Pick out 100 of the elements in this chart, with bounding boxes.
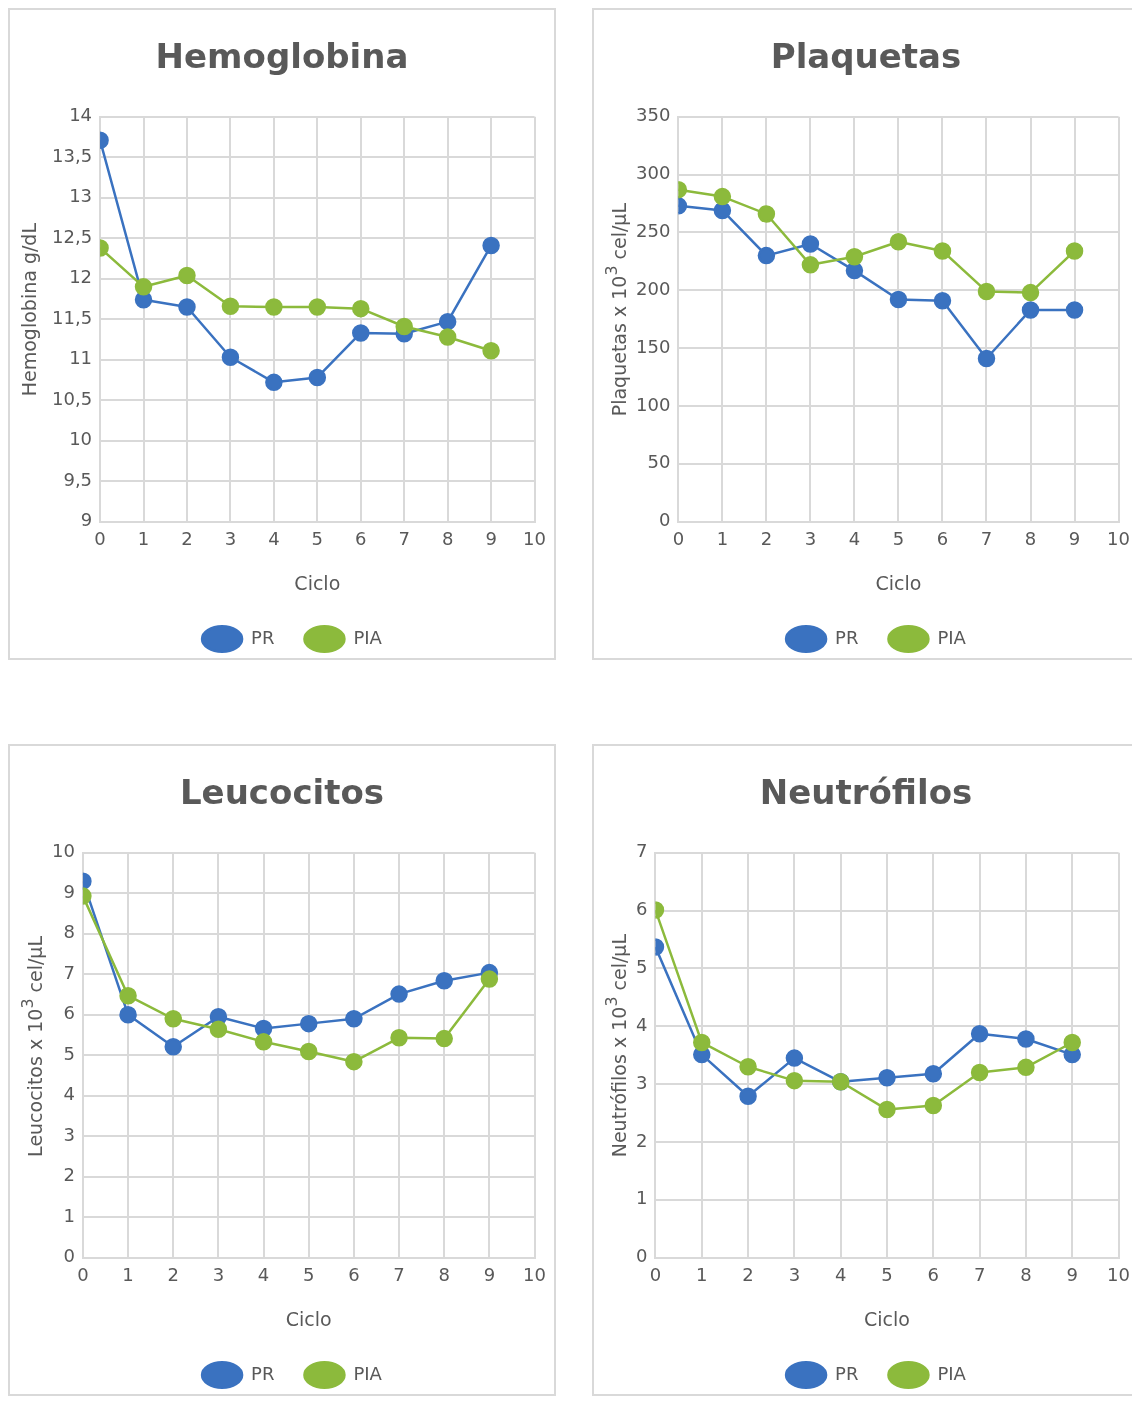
y-tick-label: 10 (52, 840, 75, 862)
x-tick-label: 9 (1066, 1264, 1078, 1286)
x-tick-label: 2 (742, 1264, 754, 1286)
point (265, 373, 283, 392)
x-tick-label: 7 (393, 1264, 405, 1286)
point (970, 1025, 989, 1043)
point (924, 1096, 943, 1115)
x-tick-label: 7 (398, 528, 410, 550)
x-tick-label: 3 (804, 528, 817, 550)
point (221, 348, 240, 366)
chart-title: Hemoglobina (154, 36, 410, 78)
y-tick-label: 13 (69, 185, 93, 207)
point (254, 1033, 273, 1051)
y-tick-label: 0 (63, 1245, 75, 1267)
x-tick-label: 5 (303, 1264, 315, 1286)
y-tick-label: 5 (636, 956, 648, 978)
y-tick-label: 1 (63, 1204, 75, 1226)
point (757, 205, 776, 223)
point (878, 1069, 896, 1087)
point (924, 1064, 943, 1083)
y-tick-label: 2 (63, 1164, 75, 1186)
point (438, 312, 457, 331)
y-tick-label: 9 (80, 509, 93, 531)
point (435, 971, 453, 990)
y-tick-label: 0 (636, 1245, 648, 1267)
y-tick-label: 12,5 (52, 225, 93, 247)
point (1021, 301, 1040, 319)
x-tick-label: 4 (834, 1264, 847, 1286)
point (713, 201, 732, 220)
x-tick-label: 10 (1107, 1264, 1130, 1286)
y-axis-title: Hemoglobina g/dL (18, 223, 40, 397)
point (739, 1058, 757, 1076)
point (209, 1020, 228, 1039)
point (299, 1042, 318, 1061)
point (345, 1010, 363, 1028)
x-tick-label: 10 (523, 528, 546, 550)
y-tick-label: 14 (69, 104, 93, 126)
x-tick-label: 9 (1068, 528, 1081, 550)
x-tick-label: 1 (696, 1264, 708, 1286)
point (119, 986, 137, 1005)
y-tick-label: 10,5 (52, 387, 93, 409)
x-tick-label: 6 (355, 528, 367, 550)
point (178, 266, 196, 285)
legend-label: PR (251, 626, 275, 648)
x-tick-label: 2 (167, 1264, 179, 1286)
chart-title: Neutrófilos (758, 772, 974, 814)
point (878, 1100, 896, 1119)
point (308, 368, 327, 387)
x-tick-label: 1 (716, 528, 729, 550)
point (1063, 1033, 1081, 1052)
y-tick-label: 8 (63, 921, 75, 943)
x-axis-title: Ciclo (864, 1307, 910, 1330)
chart-title: Plaquetas (769, 36, 963, 78)
y-tick-label: 13,5 (52, 144, 93, 166)
legend-label: PR (835, 626, 859, 648)
x-tick-label: 8 (1024, 528, 1037, 550)
y-tick-label: 3 (63, 1123, 75, 1145)
y-tick-label: 7 (636, 840, 648, 862)
point (933, 242, 952, 260)
point (785, 1049, 804, 1067)
x-axis-title: Ciclo (875, 571, 922, 594)
point (390, 1029, 408, 1047)
point (1017, 1030, 1035, 1048)
point (970, 1063, 989, 1082)
x-tick-label: 9 (485, 528, 497, 550)
x-tick-label: 1 (137, 528, 150, 550)
point (693, 1033, 711, 1052)
y-tick-label: 12 (69, 266, 93, 288)
x-tick-label: 10 (523, 1264, 546, 1286)
chart-title: Leucocitos (178, 772, 386, 814)
y-tick-label: 2 (636, 1129, 648, 1151)
y-tick-label: 200 (636, 277, 671, 299)
x-tick-label: 2 (181, 528, 193, 550)
point (178, 298, 196, 316)
y-tick-label: 10 (69, 428, 93, 450)
y-tick-label: 350 (636, 104, 671, 126)
x-tick-label: 5 (311, 528, 324, 550)
y-tick-label: 100 (636, 393, 671, 415)
x-tick-label: 4 (268, 528, 280, 550)
point (889, 232, 908, 251)
x-tick-label: 8 (1020, 1264, 1032, 1286)
y-tick-label: 4 (636, 1013, 648, 1035)
x-axis-title: Ciclo (294, 571, 341, 594)
x-tick-label: 10 (1107, 528, 1130, 550)
point (164, 1037, 182, 1056)
y-tick-label: 11 (69, 347, 93, 369)
x-tick-label: 1 (122, 1264, 134, 1286)
x-tick-label: 6 (927, 1264, 940, 1286)
point (119, 1005, 137, 1024)
x-tick-label: 5 (892, 528, 905, 550)
point (845, 261, 864, 280)
x-tick-label: 3 (212, 1264, 225, 1286)
y-tick-label: 250 (636, 220, 671, 242)
legend-label: PR (251, 1362, 275, 1384)
y-tick-label: 9,5 (63, 468, 93, 490)
x-tick-label: 6 (936, 528, 949, 550)
point (933, 291, 952, 310)
point (845, 248, 864, 266)
x-tick-label: 2 (760, 528, 773, 550)
y-tick-label: 4 (63, 1083, 75, 1105)
